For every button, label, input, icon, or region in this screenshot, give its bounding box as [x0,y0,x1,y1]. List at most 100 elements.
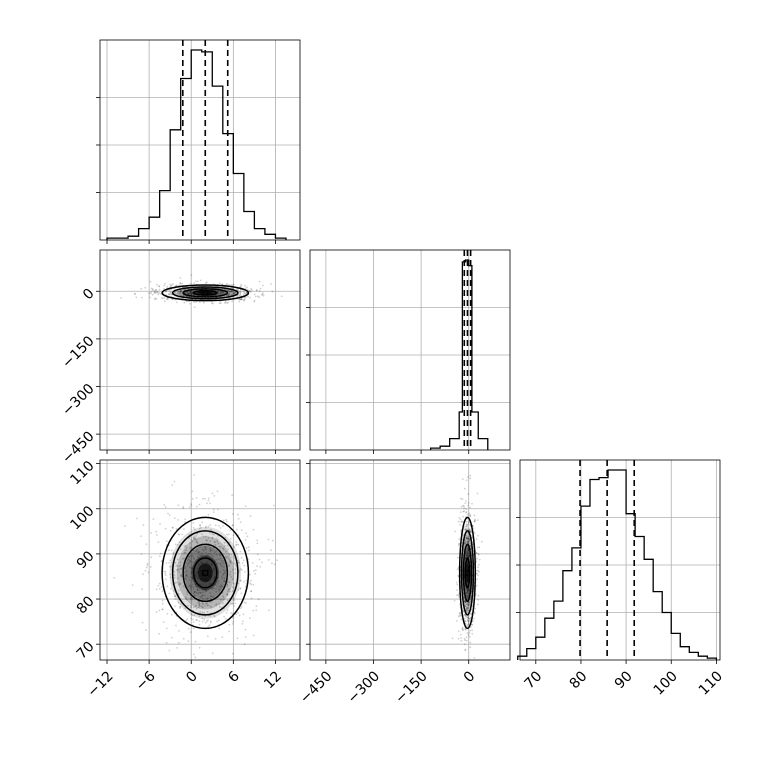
sample-point [178,533,181,536]
sample-point [185,597,187,600]
sample-point [184,291,187,294]
sample-point [201,521,204,524]
sample-point [227,555,229,558]
sample-point [173,480,176,483]
sample-point [466,603,468,606]
sample-point [156,534,158,536]
sample-point [468,512,471,515]
sample-point [227,565,230,568]
sample-point [188,579,191,581]
sample-point [198,601,201,603]
sample-point [466,537,469,540]
sample-point [467,476,469,479]
sample-point [233,599,236,602]
sample-point [253,299,256,302]
sample-point [467,589,470,592]
sample-point [230,602,233,605]
sample-point [221,559,223,562]
sample-point [209,601,211,603]
sample-point [179,607,181,609]
sample-point [468,514,471,517]
sample-point [467,493,470,495]
x-tick-label: 0 [461,668,479,686]
sample-point [464,587,467,590]
sample-point [221,636,224,639]
sample-point [177,601,180,604]
sample-point [180,573,182,576]
sample-point [172,553,175,556]
sample-point [469,474,472,477]
sample-point [217,293,220,296]
sample-point [190,293,193,296]
sample-point [153,298,156,301]
sample-point [189,631,192,633]
sample-point [231,556,233,558]
sample-point [462,628,464,631]
sample-point [477,534,479,537]
sample-point [458,542,461,545]
sample-point [471,623,474,626]
sample-point [189,292,192,295]
sample-point [232,292,235,295]
sample-point [158,285,161,288]
sample-point [158,609,161,612]
sample-point [176,544,179,546]
sample-point [258,296,260,299]
sample-point [189,542,191,544]
sample-point [229,561,232,564]
sample-point [232,283,235,286]
sample-point [194,537,197,540]
sample-point [199,592,202,594]
sample-point [215,537,218,540]
sample-point [174,605,176,608]
sample-point [216,620,218,623]
sample-point [215,563,218,566]
sample-point [218,302,221,305]
sample-point [244,628,247,631]
sample-point [140,288,143,290]
sample-point [169,573,172,576]
panel-background [100,250,300,450]
sample-point [240,298,243,301]
sample-point [247,295,250,298]
sample-point [191,567,194,569]
sample-point [464,542,466,545]
sample-point [466,596,469,599]
density-contour [171,530,239,616]
sample-point [477,519,479,521]
sample-point [159,522,162,525]
sample-point [473,532,476,534]
panel-content [120,274,283,309]
sample-point [174,561,177,564]
sample-point [463,507,465,509]
sample-point [461,478,464,480]
sample-point [464,542,467,545]
sample-point [257,295,259,298]
sample-point [466,532,468,534]
y-tick-label: 80 [74,593,98,617]
sample-point [205,282,207,285]
panel-background [310,250,510,450]
sample-point [150,291,153,293]
sample-point [200,591,203,594]
sample-point [252,634,255,637]
sample-point [468,529,471,531]
sample-point [466,524,468,527]
sample-point [172,283,175,285]
sample-point [220,586,222,589]
sample-point [229,590,231,593]
sample-point [195,591,198,594]
sample-point [465,529,467,531]
sample-point [476,492,479,495]
sample-point [477,569,480,572]
sample-point [464,600,467,603]
x-tick-label: 90 [612,668,636,692]
sample-point [165,562,168,564]
sample-point [176,558,179,561]
sample-point [467,604,469,606]
sample-point [232,617,234,620]
sample-point [178,630,180,632]
sample-point [192,653,195,656]
sample-point [186,570,189,573]
sample-point [173,590,175,592]
